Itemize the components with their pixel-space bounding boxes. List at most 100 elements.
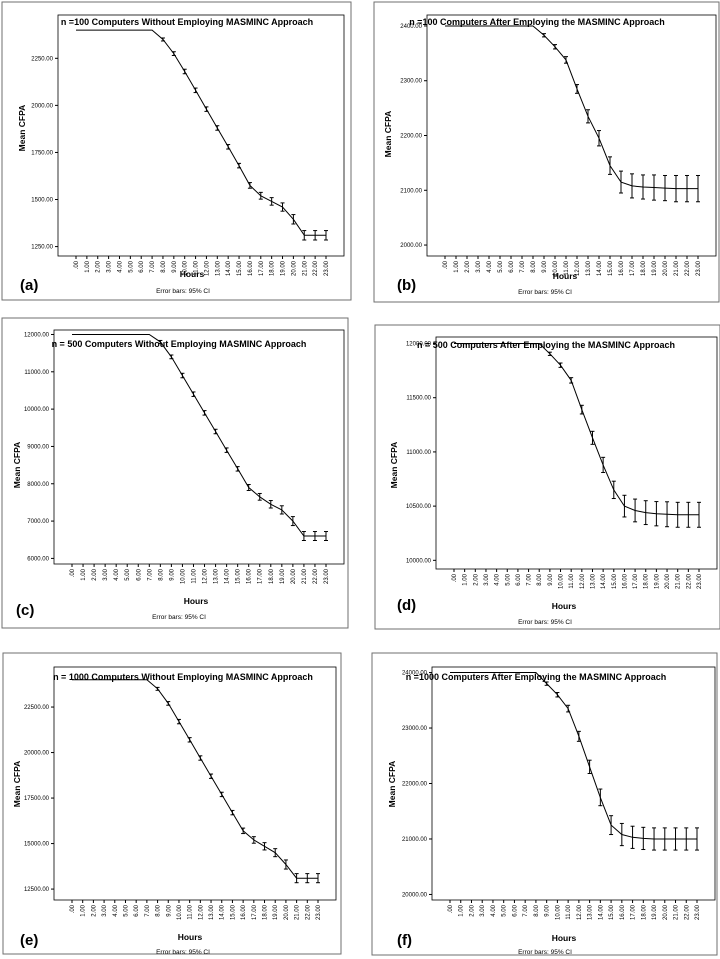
x-tick-label: 2.00: [91, 904, 97, 916]
plot-area: [53, 666, 337, 901]
x-tick-label: 6.00: [509, 260, 515, 272]
x-tick-label: 13.00: [215, 260, 221, 276]
x-tick-label: .00: [74, 260, 80, 269]
error-bar: [198, 755, 203, 761]
x-tick-label: 14.00: [220, 904, 226, 920]
error-bar: [665, 501, 670, 528]
x-tick-label: 18.00: [270, 260, 276, 276]
x-tick-label: 11.00: [194, 260, 200, 275]
error-bar: [246, 484, 251, 491]
error-bar: [553, 44, 557, 50]
x-tick-label: 17.00: [631, 904, 637, 920]
error-bar: [160, 37, 165, 42]
chart-panel-1: n =100 Computers Without Employing MASMI…: [1, 1, 352, 301]
series-line: [450, 672, 697, 840]
y-axis-label: Mean CFPA: [17, 105, 27, 152]
x-tick-label: 17.00: [630, 260, 636, 276]
x-tick-label: 9.00: [548, 573, 554, 585]
error-bar: [313, 230, 318, 241]
error-bar: [324, 531, 328, 541]
error-bar-note: Error bars: 95% CI: [518, 949, 572, 956]
series-line: [72, 679, 318, 879]
error-bar: [695, 827, 699, 851]
x-tick-label: .00: [452, 573, 458, 582]
y-tick-label: 1750.00: [31, 150, 53, 156]
error-bar: [280, 202, 285, 212]
panel-border: [373, 1, 720, 303]
x-tick-label: 19.00: [273, 904, 279, 920]
x-tick-label: 21.00: [674, 260, 680, 276]
x-tick-label: 23.00: [696, 260, 702, 276]
error-bar: [209, 773, 214, 779]
y-tick-label: 10000.00: [406, 558, 432, 564]
x-tick-label: 12.00: [204, 260, 210, 276]
error-bar-note: Error bars: 95% CI: [518, 619, 572, 626]
panel-border: [1, 1, 352, 301]
error-bar: [684, 827, 689, 851]
error-bar: [191, 391, 196, 397]
error-bar: [166, 701, 171, 706]
x-tick-label: 15.00: [608, 260, 614, 276]
x-tick-label: 21.00: [676, 573, 682, 589]
x-tick-label: 19.00: [281, 260, 287, 276]
panel-border: [1, 317, 349, 629]
y-tick-label: 10000.00: [24, 407, 50, 413]
error-bar: [257, 492, 262, 501]
x-tick-label: 18.00: [644, 573, 650, 589]
x-tick-label: .00: [70, 568, 76, 577]
x-axis-label: Hours: [553, 271, 578, 281]
error-bar: [697, 501, 701, 528]
x-tick-label: 18.00: [269, 568, 275, 584]
error-bar: [180, 372, 185, 379]
x-tick-label: 8.00: [161, 260, 167, 272]
error-bar: [611, 480, 616, 500]
x-tick-label: 15.00: [612, 573, 618, 589]
error-bar: [542, 33, 546, 38]
panel-label: (a): [20, 277, 38, 294]
y-axis-label: Mean CFPA: [383, 111, 393, 158]
x-tick-label: 6.00: [512, 904, 518, 916]
x-tick-label: 16.00: [241, 904, 247, 920]
x-tick-label: 10.00: [553, 260, 559, 276]
x-tick-label: 5.00: [123, 904, 129, 916]
x-tick-label: 4.00: [113, 904, 119, 916]
y-tick-label: 7000.00: [27, 519, 49, 525]
error-bar: [643, 500, 648, 526]
x-tick-label: 15.00: [230, 904, 236, 920]
error-bar: [590, 430, 595, 445]
x-tick-label: 13.00: [588, 904, 594, 920]
error-bar: [169, 354, 174, 360]
y-tick-label: 12500.00: [24, 887, 50, 893]
error-bar: [597, 130, 601, 147]
x-tick-label: 6.00: [516, 573, 522, 585]
y-tick-label: 1250.00: [31, 245, 53, 251]
y-tick-label: 10500.00: [406, 504, 432, 510]
error-bar: [619, 822, 624, 847]
x-tick-label: 8.00: [531, 260, 537, 272]
error-bar: [630, 173, 634, 199]
x-tick-label: 1.00: [81, 568, 87, 580]
x-tick-label: 19.00: [652, 904, 658, 920]
chart-panel-6: n =1000 Computers After Employing the MA…: [371, 652, 718, 956]
x-tick-label: 18.00: [641, 904, 647, 920]
error-bar: [182, 68, 187, 75]
error-bar: [213, 428, 218, 435]
error-bar: [608, 156, 612, 175]
y-tick-label: 2000.00: [400, 243, 422, 249]
panel-label: (c): [16, 602, 34, 619]
x-tick-label: 11.00: [566, 904, 572, 919]
error-bar: [641, 826, 646, 851]
y-tick-label: 2250.00: [31, 56, 53, 62]
error-bar: [324, 230, 328, 241]
y-tick-label: 23000.00: [402, 726, 428, 732]
error-bar: [235, 466, 240, 472]
error-bar: [652, 174, 656, 201]
x-tick-label: 23.00: [324, 260, 330, 276]
x-tick-label: 5.00: [125, 568, 131, 580]
x-tick-label: 16.00: [248, 260, 254, 276]
y-tick-label: 2300.00: [400, 79, 422, 85]
x-tick-label: 17.00: [633, 573, 639, 589]
x-tick-label: 14.00: [225, 568, 231, 584]
error-bar: [675, 501, 680, 528]
error-bar: [662, 827, 667, 851]
